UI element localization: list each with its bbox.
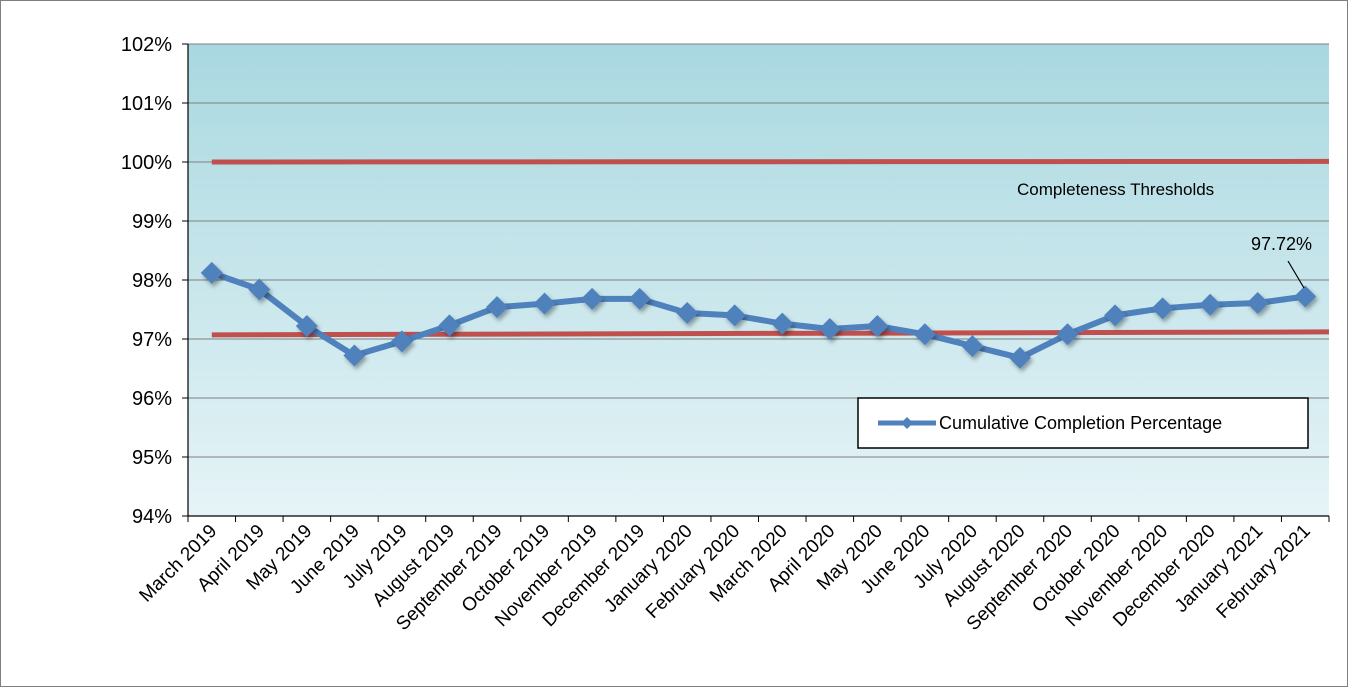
y-tick-label: 96% xyxy=(132,388,172,410)
data-point-marker xyxy=(438,314,461,337)
y-tick-label: 102% xyxy=(121,34,172,56)
data-point-marker xyxy=(913,323,936,346)
legend: Cumulative Completion Percentage xyxy=(857,397,1309,449)
data-point-marker xyxy=(1246,292,1269,315)
y-tick-label: 99% xyxy=(132,211,172,233)
threshold-line xyxy=(211,158,1330,165)
y-axis: 94% 95% 96% 97% 98% 99% 100% 101% 102% xyxy=(121,34,189,528)
threshold-annotation-label: Completeness Thresholds xyxy=(1017,180,1214,199)
data-point-marker xyxy=(1199,293,1222,316)
legend-swatch-marker xyxy=(901,417,913,429)
y-tick-label: 101% xyxy=(121,93,172,115)
data-point-marker xyxy=(1056,323,1079,346)
data-point-marker xyxy=(581,287,604,310)
data-point-marker xyxy=(248,278,271,301)
series-cumulative-completion xyxy=(200,261,1317,369)
data-point-marker xyxy=(295,315,318,338)
data-label-leader-line xyxy=(1287,260,1305,289)
last-point-data-label: 97.72% xyxy=(1251,234,1312,254)
y-tick-label: 97% xyxy=(132,329,172,351)
data-point-marker xyxy=(1294,285,1317,308)
data-point-marker xyxy=(866,315,889,338)
legend-label-cumulative-completion: Cumulative Completion Percentage xyxy=(939,413,1222,433)
data-point-marker xyxy=(390,330,413,353)
data-point-marker xyxy=(200,261,223,284)
data-point-marker xyxy=(771,312,794,335)
data-point-marker xyxy=(1151,297,1174,320)
y-tick-label: 98% xyxy=(132,270,172,292)
data-point-marker xyxy=(1008,346,1031,369)
y-tick-label: 100% xyxy=(121,152,172,174)
y-tick-label: 94% xyxy=(132,506,172,528)
data-point-marker xyxy=(818,317,841,340)
data-point-marker xyxy=(533,292,556,315)
threshold-line xyxy=(211,329,1330,338)
data-point-marker xyxy=(343,344,366,367)
data-point-marker xyxy=(486,296,509,319)
data-point-marker xyxy=(723,304,746,327)
data-point-marker xyxy=(1104,304,1127,327)
data-point-marker xyxy=(676,302,699,325)
annotations: Completeness Thresholds 97.72% xyxy=(1017,180,1312,289)
y-tick-label: 95% xyxy=(132,447,172,469)
data-point-marker xyxy=(961,335,984,358)
data-point-marker xyxy=(628,287,651,310)
